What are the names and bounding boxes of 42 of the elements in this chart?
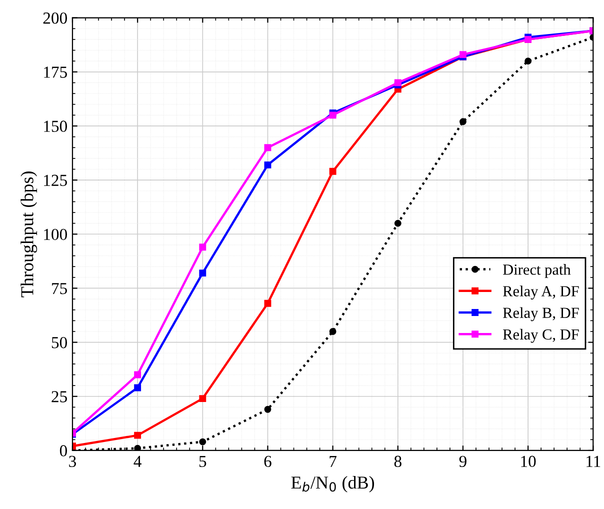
point: [199, 395, 206, 402]
legend-label: Relay B, DF: [503, 307, 579, 322]
x-axis-title: E$_{b}$/N$_{0}$ (dB): [291, 476, 374, 492]
point: [199, 270, 206, 277]
point: [264, 144, 272, 152]
x-tick-label: 8: [394, 456, 402, 468]
x-tick-label: 9: [459, 456, 466, 468]
y-tick-label: 100: [44, 228, 67, 240]
y-tick-label: 175: [44, 66, 67, 78]
x-tick-label: 3: [69, 456, 76, 468]
y-tick-label: 150: [44, 120, 67, 132]
point: [134, 384, 142, 392]
point: [199, 244, 206, 251]
legend-label: Relay C, DF: [503, 328, 579, 343]
point: [329, 328, 336, 335]
point: [329, 168, 336, 175]
x-tick-label: 6: [264, 456, 272, 468]
point: [264, 406, 272, 413]
y-tick-label: 200: [43, 12, 67, 24]
point: [264, 161, 272, 168]
y-tick-label: 25: [52, 391, 67, 402]
point: [329, 112, 336, 119]
point: [134, 444, 142, 450]
y-tick-label: 0: [60, 445, 67, 456]
x-tick-label: 7: [330, 456, 336, 467]
y-axis-title: Throughput (bps): [20, 171, 38, 298]
point: [394, 220, 402, 227]
y-tick-label: 75: [52, 283, 67, 294]
point: [199, 438, 206, 446]
legend-label: Direct path: [503, 264, 571, 278]
x-tick-label: 5: [199, 456, 206, 468]
x-tick-label: 10: [521, 456, 536, 468]
y-tick-label: 50: [52, 337, 67, 348]
x-tick-label: 11: [586, 456, 600, 467]
point: [134, 371, 142, 378]
point: [459, 118, 466, 126]
point: [134, 432, 142, 439]
y-tick-label: 125: [44, 174, 67, 186]
legend-label: Relay A, DF: [503, 286, 579, 300]
point: [524, 58, 532, 65]
point: [264, 300, 272, 307]
x-tick-label: 4: [134, 456, 142, 467]
